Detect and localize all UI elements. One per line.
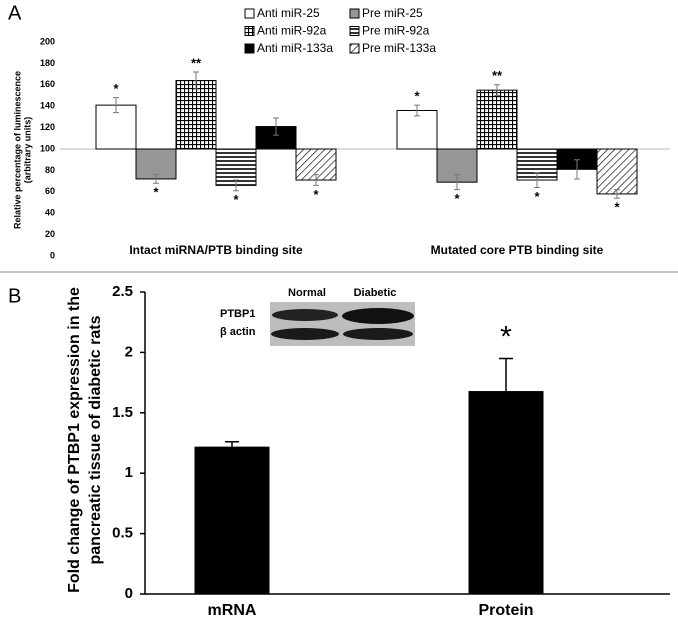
x-tick-label: Protein — [478, 602, 533, 619]
error-bar — [193, 71, 199, 90]
significance-label: ** — [492, 68, 503, 83]
legend-swatch — [244, 8, 255, 19]
legend-label: Pre miR-133a — [362, 41, 436, 55]
y-label-line: (arbitrary units) — [22, 117, 32, 184]
y-tick-label: 20 — [45, 229, 55, 239]
significance-label: * — [534, 189, 540, 204]
error-bar — [233, 179, 239, 192]
x-tick-label: mRNA — [208, 602, 257, 619]
legend-label: Anti miR-92a — [257, 24, 327, 38]
legend-label: Anti miR-133a — [257, 41, 333, 55]
legend-swatch — [244, 43, 255, 54]
error-bar — [414, 104, 420, 117]
band — [271, 328, 339, 340]
bar — [596, 148, 638, 195]
bar — [468, 391, 544, 594]
blot-inset: Normal Diabetic PTBP1 β actin — [220, 287, 415, 346]
y-tick-label: 0 — [125, 585, 133, 602]
panel-label: A — [8, 2, 22, 24]
significance-label: * — [313, 187, 319, 202]
significance-label: * — [614, 200, 620, 215]
y-tick-label: 0 — [50, 250, 55, 260]
y-tick-label: 200 — [40, 36, 55, 46]
error-bar — [614, 189, 620, 199]
band — [272, 309, 338, 321]
error-bar — [494, 84, 500, 96]
y-tick-label: 1.5 — [112, 404, 133, 421]
legend-swatch — [349, 43, 360, 54]
y-tick-label: 2 — [125, 343, 133, 360]
y-label: Relative percentage of luminescence (arb… — [12, 71, 32, 229]
y-label-line: Fold change of PTBP1 expression in the — [66, 287, 83, 593]
bar — [194, 446, 270, 594]
significance-label: * — [454, 191, 460, 206]
y-tick-label: 1 — [125, 464, 133, 481]
y-tick-label: 40 — [45, 208, 55, 218]
blot-row-label: PTBP1 — [220, 308, 255, 320]
x-tick-label: Mutated core PTB binding site — [431, 243, 604, 257]
bar — [476, 89, 518, 150]
y-tick-label: 60 — [45, 186, 55, 196]
significance-label: * — [500, 320, 512, 353]
blot-row-label: β actin — [220, 326, 256, 338]
bar — [396, 109, 438, 150]
blot-column-label: Diabetic — [354, 287, 397, 299]
error-bar — [454, 174, 460, 191]
legend-swatch — [244, 26, 255, 36]
error-bar — [313, 174, 319, 186]
error-bar — [225, 441, 239, 447]
y-tick-label: 140 — [40, 101, 55, 111]
x-tick-label: Intact miRNA/PTB binding site — [129, 243, 303, 257]
bar — [215, 148, 257, 186]
legend-label: Pre miR-25 — [362, 6, 423, 20]
y-tick-label: 180 — [40, 58, 55, 68]
y-tick-label: 120 — [40, 122, 55, 132]
y-label: Fold change of PTBP1 expression in the p… — [66, 287, 104, 593]
y-tick-label: 100 — [40, 143, 55, 153]
significance-label: * — [414, 89, 420, 104]
blot-column-label: Normal — [288, 287, 326, 299]
legend-label: Anti miR-25 — [257, 6, 320, 20]
y-tick-label: 80 — [45, 165, 55, 175]
band — [343, 328, 413, 340]
error-bar — [273, 117, 279, 136]
error-bar — [534, 172, 540, 189]
bar — [175, 80, 217, 150]
legend-swatch — [349, 26, 360, 36]
panel-label: B — [8, 285, 21, 307]
error-bar — [574, 159, 580, 180]
significance-label: * — [113, 81, 119, 96]
error-bar — [499, 357, 513, 392]
y-label-line: Relative percentage of luminescence — [12, 71, 22, 229]
significance-label: ** — [191, 55, 202, 70]
significance-label: * — [233, 192, 239, 207]
y-label-line: pancreatic tissue of diabetic rats — [87, 315, 104, 564]
legend-swatch — [349, 8, 360, 19]
y-tick-label: 2.5 — [112, 283, 133, 300]
error-bar — [153, 174, 159, 184]
y-tick-label: 160 — [40, 79, 55, 89]
y-tick-label: 0.5 — [112, 525, 133, 542]
legend-label: Pre miR-92a — [362, 24, 430, 38]
band — [342, 308, 414, 324]
error-bar — [113, 97, 119, 114]
significance-label: * — [153, 185, 159, 200]
